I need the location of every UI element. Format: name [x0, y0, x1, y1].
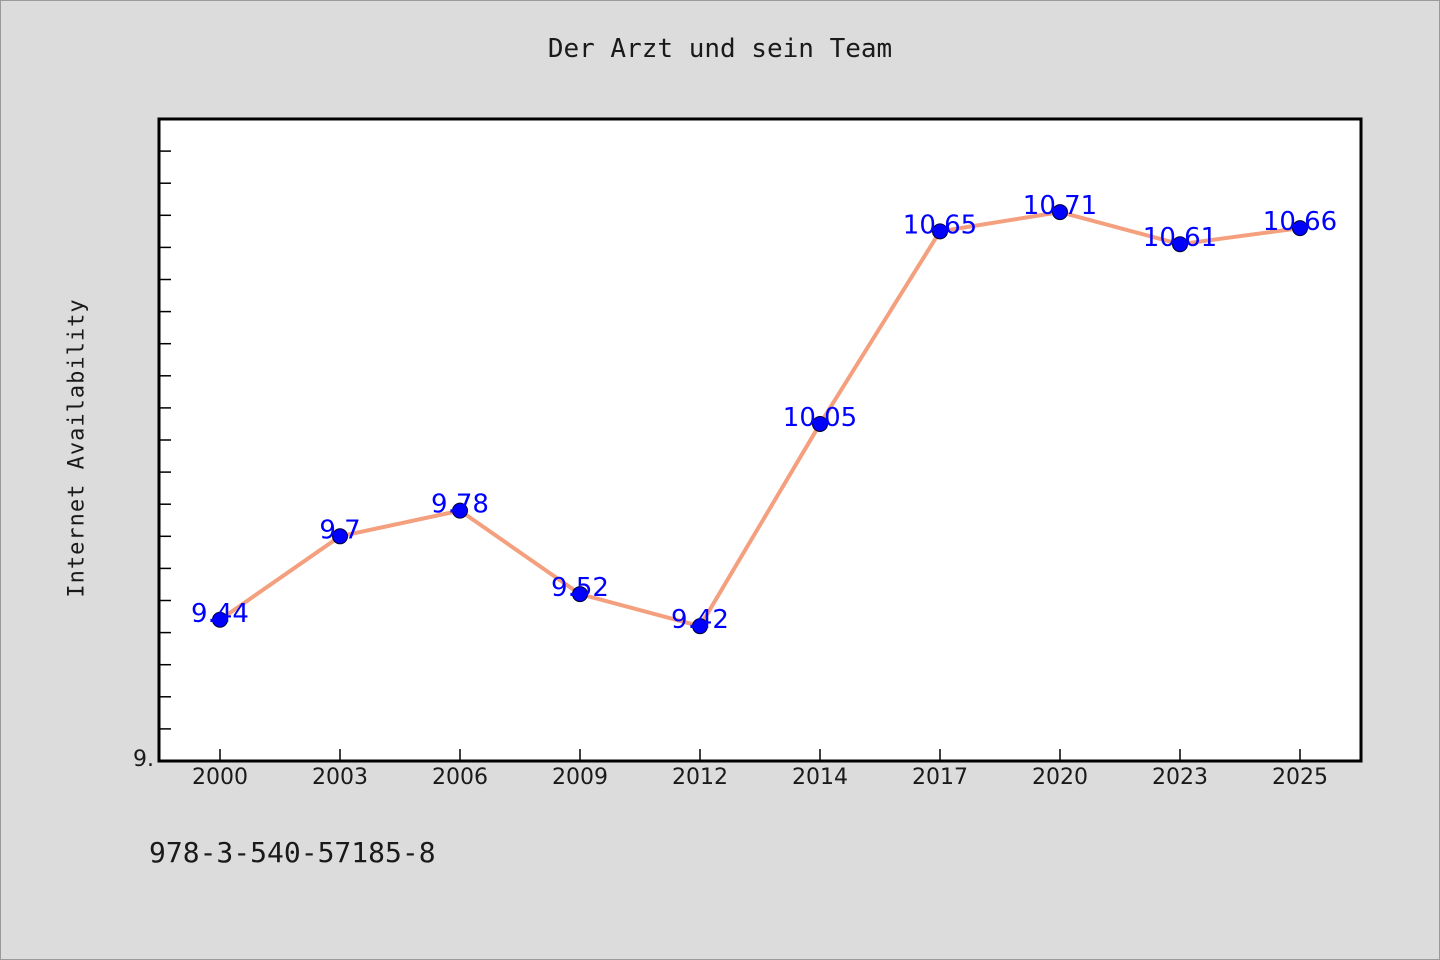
- x-tick-label: 2023: [1152, 765, 1208, 790]
- data-point: [812, 415, 828, 432]
- x-axis-ticks: 2000 2003 2006 2009 2012 2014 2017 2020 2023 2025: [192, 749, 1328, 790]
- data-label: 9.44: [191, 599, 249, 629]
- data-point: [932, 223, 948, 240]
- y-axis-ticks: 9.: [133, 150, 171, 772]
- data-point: [452, 502, 468, 519]
- data-point: [1292, 220, 1308, 237]
- data-label: 9.52: [551, 573, 609, 603]
- x-tick-label: 2025: [1272, 765, 1328, 790]
- plot-area: [157, 117, 1363, 763]
- series-markers: [212, 204, 1308, 635]
- x-tick-label: 2012: [672, 765, 728, 790]
- data-label: 10.61: [1143, 223, 1217, 253]
- x-tick-label: 2000: [192, 765, 248, 790]
- series-lines: [218, 210, 1302, 629]
- data-label: 10.66: [1263, 207, 1337, 237]
- data-point: [572, 586, 588, 603]
- chart-title: Der Arzt und sein Team: [547, 34, 893, 64]
- data-label: 9.78: [431, 490, 489, 520]
- x-tick-label: 2017: [912, 765, 968, 790]
- data-point: [212, 611, 228, 628]
- data-label: 10.65: [903, 210, 977, 240]
- data-label: 9.42: [671, 605, 729, 635]
- x-tick-label: 2020: [1032, 765, 1088, 790]
- x-tick-label: 2009: [552, 765, 608, 790]
- data-label: 10.71: [1023, 191, 1097, 221]
- y-tick-label: 9.: [133, 747, 154, 772]
- data-point: [332, 528, 348, 545]
- footer-note: 978-3-540-57185-8: [149, 836, 436, 869]
- series-line: [218, 210, 1302, 629]
- data-point: [1052, 204, 1068, 221]
- x-tick-label: 2006: [432, 765, 488, 790]
- data-label: 9.7: [319, 515, 360, 545]
- x-tick-label: 2014: [792, 765, 848, 790]
- x-tick-label: 2003: [312, 765, 368, 790]
- data-label: 10.05: [783, 403, 857, 433]
- data-point: [1172, 236, 1188, 253]
- data-labels: 9.44 9.7 9.78 9.52 9.42 10.05 10.65 10.71 10.61 1…: [191, 191, 1337, 635]
- data-point: [692, 618, 708, 635]
